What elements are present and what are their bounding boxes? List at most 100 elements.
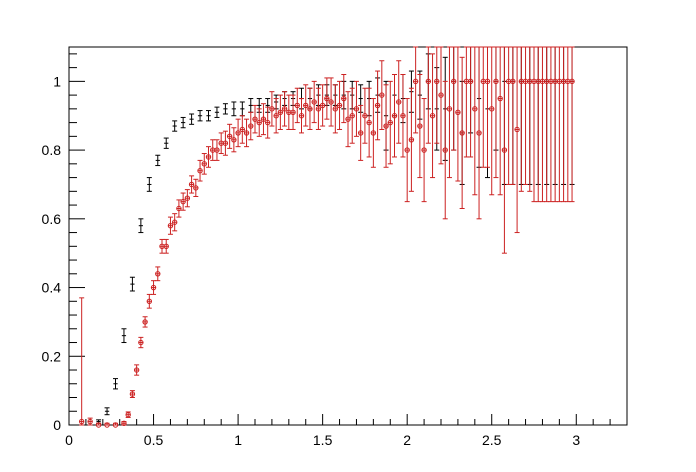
data-point <box>138 218 144 234</box>
data-point <box>535 46 541 203</box>
x-tick-label: 2.5 <box>482 432 502 448</box>
data-point <box>163 238 169 254</box>
data-point <box>505 46 512 185</box>
data-point <box>429 53 436 179</box>
data-point <box>176 199 182 218</box>
data-point <box>87 417 93 426</box>
data-point <box>205 146 212 168</box>
data-point <box>201 153 207 175</box>
data-point <box>159 238 165 254</box>
data-point <box>425 46 432 144</box>
data-point <box>552 46 558 203</box>
data-point <box>569 46 575 203</box>
data-point <box>518 46 525 192</box>
data-point <box>231 127 237 153</box>
data-point <box>379 60 385 130</box>
data-point <box>113 378 118 390</box>
data-point <box>522 46 529 185</box>
data-point <box>146 177 152 192</box>
data-point <box>281 91 288 127</box>
data-point <box>214 106 220 118</box>
x-tick-label: 2 <box>403 432 411 448</box>
data-point <box>193 178 199 197</box>
data-point <box>142 316 148 328</box>
data-point <box>548 46 554 203</box>
data-point <box>480 46 486 168</box>
data-point <box>188 175 195 194</box>
data-point <box>336 80 343 130</box>
data-point <box>294 87 300 124</box>
data-point <box>146 293 153 309</box>
y-tick-label: 1 <box>53 73 61 89</box>
data-point <box>231 101 237 117</box>
series-2 <box>78 46 575 428</box>
data-point <box>412 46 419 134</box>
data-point <box>218 132 224 155</box>
data-point <box>349 87 355 144</box>
data-point <box>357 104 364 161</box>
data-point <box>197 110 203 122</box>
data-point <box>319 84 326 127</box>
data-point <box>476 46 482 220</box>
data-point <box>235 118 241 148</box>
data-point <box>78 297 85 426</box>
data-point <box>184 189 191 208</box>
data-point <box>112 422 119 428</box>
data-point <box>307 87 313 130</box>
data-point <box>303 84 309 127</box>
data-point <box>155 266 161 282</box>
data-point <box>400 73 406 158</box>
data-point <box>273 98 279 134</box>
data-point <box>417 73 423 179</box>
data-point <box>383 84 389 168</box>
data-point <box>362 87 368 144</box>
data-point <box>172 120 178 132</box>
data-point <box>239 115 246 144</box>
data-point <box>256 108 262 137</box>
data-point <box>239 101 245 117</box>
data-point <box>189 113 195 125</box>
data-point <box>484 46 491 168</box>
data-point <box>510 46 516 185</box>
data-point <box>252 104 258 134</box>
data-point <box>459 56 465 210</box>
data-point <box>150 280 157 295</box>
data-point <box>472 46 478 196</box>
data-point <box>489 46 495 196</box>
data-point <box>286 94 292 130</box>
data-point <box>104 407 110 416</box>
x-tick-label: 0 <box>65 432 73 448</box>
data-point <box>421 98 427 203</box>
data-point <box>180 116 186 129</box>
data-point <box>180 192 186 211</box>
data-point <box>167 216 174 235</box>
data-point <box>467 46 474 158</box>
data-point <box>438 46 444 165</box>
data-point <box>434 46 440 144</box>
x-tick-label: 1 <box>234 432 242 448</box>
data-point <box>226 123 233 149</box>
data-point <box>222 130 229 156</box>
data-point <box>408 87 415 192</box>
data-point <box>264 106 271 139</box>
data-point <box>455 46 461 182</box>
data-point <box>290 94 296 130</box>
data-point <box>527 46 533 192</box>
data-point <box>214 139 220 161</box>
data-point <box>463 46 470 158</box>
x-tick-label: 0.5 <box>144 432 164 448</box>
data-point <box>366 87 372 158</box>
data-point <box>243 118 250 148</box>
data-point <box>531 46 537 203</box>
y-tick-label: 0 <box>53 417 61 433</box>
data-point <box>560 46 567 203</box>
data-point <box>387 80 393 165</box>
data-point <box>277 94 284 130</box>
data-point <box>396 60 402 144</box>
data-point <box>556 46 563 203</box>
y-tick-label: 0.6 <box>42 211 62 227</box>
data-point <box>341 73 347 124</box>
data-point <box>328 77 334 127</box>
plot-frame <box>68 46 628 426</box>
